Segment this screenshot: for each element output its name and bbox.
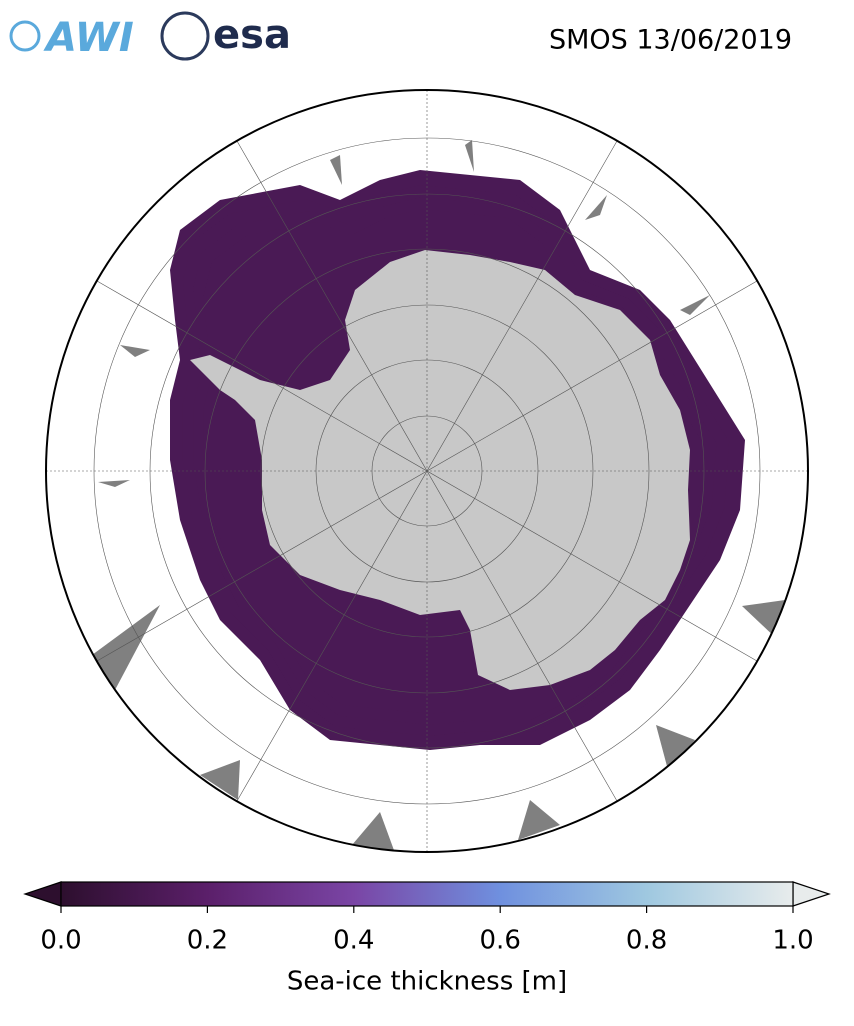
colorbar-tick-label: 0.6 <box>480 926 521 956</box>
colorbar: 0.0 0.2 0.4 0.6 0.8 1.0 <box>23 881 831 956</box>
colorbar-tick-label: 0.0 <box>40 926 81 956</box>
awi-logo: AWI <box>9 15 134 61</box>
colorbar-extend-high <box>792 881 831 907</box>
colorbar-tick-label: 0.2 <box>187 926 228 956</box>
colorbar-label: Sea-ice thickness [m] <box>287 967 567 997</box>
esa-logo-text: esa <box>213 12 291 58</box>
esa-logo: esa <box>160 11 291 61</box>
colorbar-ramp <box>60 881 794 907</box>
colorbar-tick-label: 0.4 <box>333 926 374 956</box>
antarctica <box>190 250 690 690</box>
colorbar-tick-label: 1.0 <box>772 926 813 956</box>
title: SMOS 13/06/2019 <box>549 25 792 56</box>
map-border <box>45 89 809 853</box>
map <box>46 90 808 852</box>
awi-logo-text: AWI <box>43 15 134 61</box>
colorbar-extend-low <box>23 881 62 907</box>
graticule <box>46 90 808 852</box>
land-patches <box>92 140 785 852</box>
colorbar-tick-label: 0.8 <box>626 926 667 956</box>
